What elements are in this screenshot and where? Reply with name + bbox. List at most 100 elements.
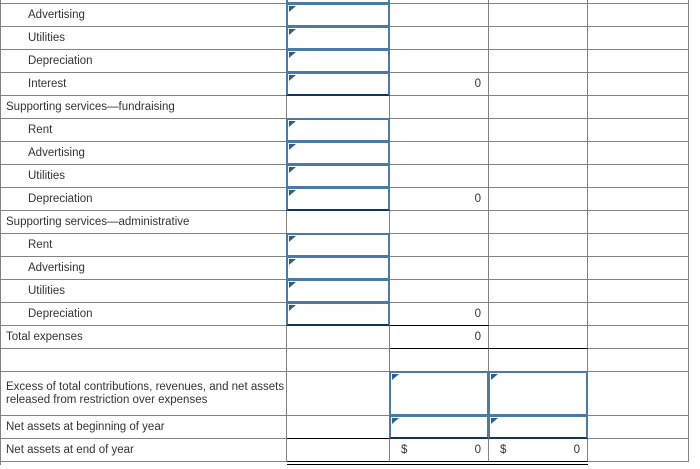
row-label: Utilities bbox=[28, 285, 66, 297]
input-flag-icon bbox=[289, 167, 296, 173]
section-label: Supporting services—fundraising bbox=[6, 101, 175, 113]
input-flag-icon bbox=[491, 374, 498, 380]
empty-cell bbox=[588, 165, 689, 188]
input-box[interactable] bbox=[286, 26, 390, 50]
calc-cell bbox=[489, 27, 588, 50]
row-label-cell: Advertising bbox=[1, 257, 287, 280]
table-row: Net assets at beginning of year bbox=[1, 415, 689, 439]
input-flag-icon bbox=[289, 75, 296, 81]
empty-cell bbox=[588, 50, 689, 73]
calc-cell bbox=[489, 73, 588, 96]
empty-cell bbox=[489, 349, 588, 372]
empty-cell bbox=[588, 73, 689, 96]
input-box[interactable] bbox=[286, 302, 390, 326]
total-value: 0 bbox=[474, 444, 481, 456]
input-flag-icon bbox=[392, 418, 399, 424]
table-row: Advertising bbox=[1, 3, 689, 27]
calc-cell bbox=[390, 0, 489, 4]
empty-cell bbox=[588, 96, 689, 119]
amount-input-cell[interactable] bbox=[389, 415, 489, 439]
input-flag-icon bbox=[289, 305, 296, 311]
amount-input-cell[interactable] bbox=[286, 187, 390, 211]
amount-input-cell[interactable] bbox=[286, 164, 390, 188]
input-box[interactable] bbox=[286, 118, 390, 142]
empty-cell bbox=[287, 211, 390, 234]
empty-cell bbox=[588, 4, 689, 27]
input-box[interactable] bbox=[286, 3, 390, 27]
empty-cell bbox=[588, 280, 689, 303]
empty-cell bbox=[287, 416, 390, 439]
amount-input-cell[interactable] bbox=[286, 3, 390, 27]
calc-cell bbox=[489, 4, 588, 27]
input-box[interactable] bbox=[286, 256, 390, 280]
empty-cell bbox=[588, 119, 689, 142]
empty-cell bbox=[588, 439, 689, 462]
table-row: Advertising bbox=[1, 141, 689, 165]
row-label-cell: Advertising bbox=[1, 142, 287, 165]
input-box[interactable] bbox=[286, 72, 390, 96]
input-box[interactable] bbox=[286, 141, 390, 165]
row-label: Depreciation bbox=[28, 308, 93, 320]
row-label-cell: Utilities bbox=[1, 165, 287, 188]
section-label: Supporting services—administrative bbox=[6, 216, 190, 228]
row-label: Advertising bbox=[28, 262, 85, 274]
input-box[interactable] bbox=[286, 187, 390, 211]
input-box[interactable] bbox=[286, 49, 390, 73]
table-row: Interest 0 bbox=[1, 72, 689, 96]
calc-cell bbox=[489, 119, 588, 142]
amount-input-cell[interactable] bbox=[286, 233, 390, 257]
empty-cell bbox=[588, 326, 689, 349]
calc-cell bbox=[489, 257, 588, 280]
amount-input-cell[interactable] bbox=[286, 279, 390, 303]
amount-input-cell[interactable] bbox=[286, 302, 390, 326]
table-row: Utilities bbox=[1, 164, 689, 188]
row-label-cell: Rent bbox=[1, 234, 287, 257]
amount-input-cell[interactable] bbox=[286, 256, 390, 280]
empty-cell bbox=[588, 257, 689, 280]
amount-input-cell[interactable] bbox=[286, 49, 390, 73]
input-flag-icon bbox=[289, 121, 296, 127]
empty-cell bbox=[588, 303, 689, 326]
amount-input-cell[interactable] bbox=[389, 371, 489, 416]
input-flag-icon bbox=[289, 52, 296, 58]
empty-cell bbox=[287, 372, 390, 416]
amount-input-cell[interactable] bbox=[286, 26, 390, 50]
total-value: 0 bbox=[573, 444, 580, 456]
amount-input-cell[interactable] bbox=[286, 118, 390, 142]
table-row: Rent bbox=[1, 233, 689, 257]
table-row: Rent bbox=[1, 118, 689, 142]
empty-cell bbox=[287, 349, 390, 372]
table-row: Advertising bbox=[1, 256, 689, 280]
calc-value: 0 bbox=[474, 78, 481, 90]
row-label-cell: Interest bbox=[1, 73, 287, 96]
amount-input-cell[interactable] bbox=[286, 72, 390, 96]
input-flag-icon bbox=[289, 236, 296, 242]
input-box[interactable] bbox=[389, 415, 489, 439]
empty-cell bbox=[588, 142, 689, 165]
input-box[interactable] bbox=[286, 233, 390, 257]
row-label-cell: Rent bbox=[1, 119, 287, 142]
row-label-cell: Net assets at beginning of year bbox=[1, 416, 287, 439]
table-row: Depreciation 0 bbox=[1, 302, 689, 326]
calc-cell bbox=[390, 4, 489, 27]
double-underline-rule bbox=[287, 464, 588, 465]
total-cell: $ 0 bbox=[489, 439, 588, 462]
empty-cell bbox=[588, 188, 689, 211]
row-label: Net assets at end of year bbox=[6, 444, 134, 456]
table-row: Depreciation bbox=[1, 49, 689, 73]
amount-input-cell[interactable] bbox=[286, 141, 390, 165]
input-box[interactable] bbox=[286, 279, 390, 303]
amount-input-cell[interactable] bbox=[488, 371, 588, 416]
calc-cell bbox=[390, 27, 489, 50]
input-box[interactable] bbox=[488, 371, 588, 416]
input-box[interactable] bbox=[488, 415, 588, 439]
input-flag-icon bbox=[289, 144, 296, 150]
row-label-cell: Depreciation bbox=[1, 303, 287, 326]
amount-input-cell[interactable] bbox=[488, 415, 588, 439]
table-row: Excess of total contributions, revenues,… bbox=[1, 371, 689, 416]
input-box[interactable] bbox=[286, 164, 390, 188]
input-flag-icon bbox=[392, 374, 399, 380]
financial-statement-table: Advertising Utilities Depreciation Inter… bbox=[0, 0, 689, 465]
input-box[interactable] bbox=[389, 371, 489, 416]
empty-cell bbox=[588, 211, 689, 234]
